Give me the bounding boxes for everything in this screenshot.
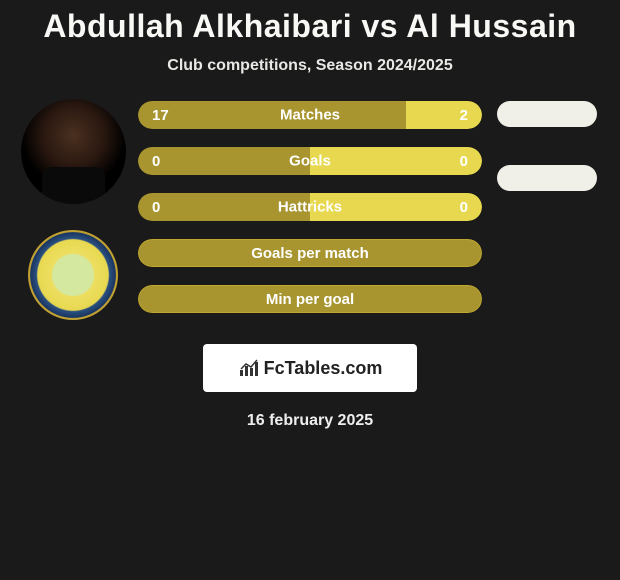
stats-column: 172Matches 00Goals 00Hattricks Goals per ma… (138, 99, 482, 313)
stat-right-value: 0 (310, 147, 482, 175)
root: Abdullah Alkhaibari vs Al Hussain Club c… (0, 0, 620, 430)
footer: FcTables.com 16 february 2025 (0, 344, 620, 430)
stat-row-goals-per-match: Goals per match (138, 239, 482, 267)
comparison-pill-1 (497, 165, 597, 191)
stat-right-value: 2 (406, 101, 482, 129)
player-avatar (21, 99, 126, 204)
club-badge (28, 230, 118, 320)
subtitle: Club competitions, Season 2024/2025 (0, 57, 620, 75)
stat-row-hattricks: 00Hattricks (138, 193, 482, 221)
stat-right-value: 0 (310, 193, 482, 221)
stat-left-value: 17 (138, 101, 406, 129)
stat-left-value: 0 (138, 193, 310, 221)
brand-chart-icon (238, 359, 260, 377)
comparison-pill-0 (497, 101, 597, 127)
page-title: Abdullah Alkhaibari vs Al Hussain (0, 8, 620, 45)
brand-box: FcTables.com (203, 344, 417, 392)
date-label: 16 february 2025 (247, 412, 373, 430)
stat-row-matches: 172Matches (138, 101, 482, 129)
stat-label: Min per goal (138, 285, 482, 313)
stat-label: Goals per match (138, 239, 482, 267)
left-column (8, 99, 138, 320)
stat-row-min-per-goal: Min per goal (138, 285, 482, 313)
main-area: 172Matches 00Goals 00Hattricks Goals per ma… (0, 99, 620, 320)
stat-row-goals: 00Goals (138, 147, 482, 175)
stat-left-value: 0 (138, 147, 310, 175)
right-column (482, 99, 612, 191)
brand-label: FcTables.com (264, 358, 383, 379)
